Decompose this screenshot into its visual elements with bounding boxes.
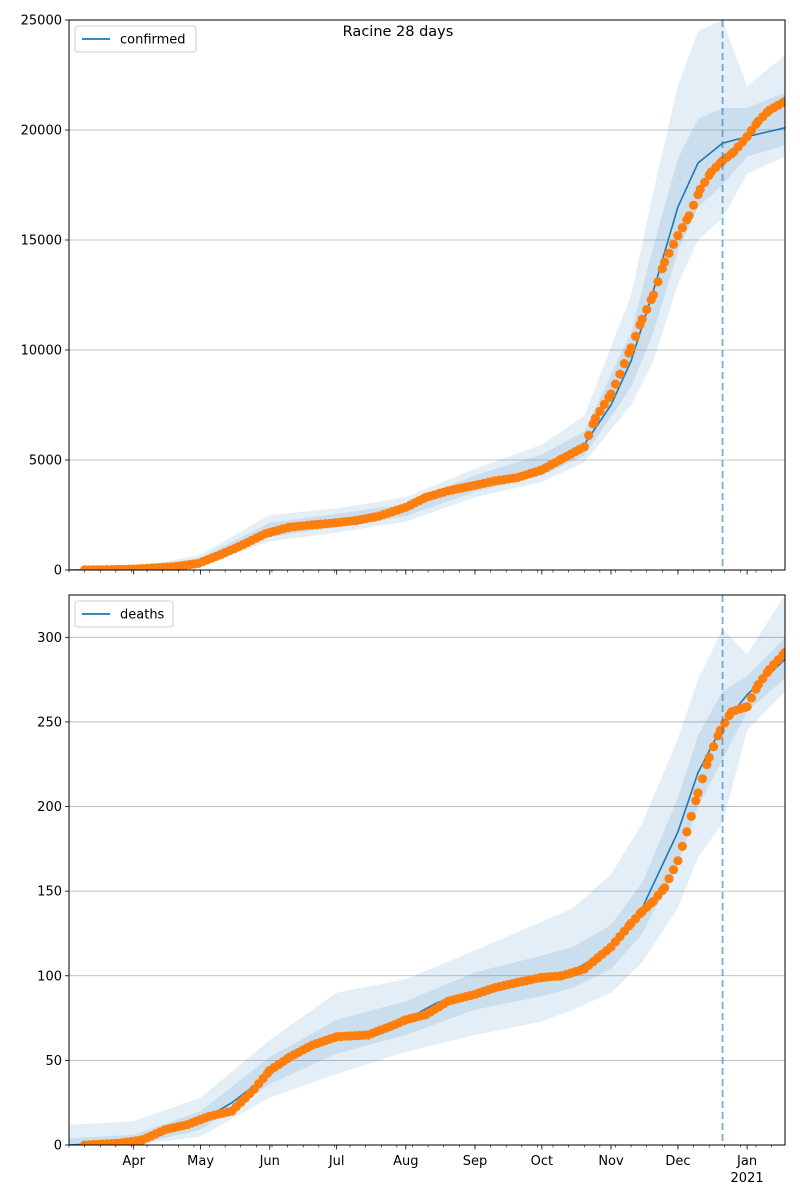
observed-point	[704, 752, 714, 763]
legend-label: confirmed	[120, 33, 186, 48]
outer-band	[69, 20, 785, 570]
y-tick-label: 200	[37, 800, 62, 815]
observed-point	[599, 399, 609, 409]
observed-point	[660, 257, 670, 267]
observed-point	[691, 796, 701, 806]
observed-point	[584, 430, 594, 440]
x-tick-label: Jan	[736, 1154, 757, 1169]
inner-band	[69, 92, 785, 570]
observed-point	[606, 389, 616, 399]
observed-point	[579, 442, 589, 452]
observed-point	[595, 406, 605, 416]
observed-point	[664, 248, 674, 258]
y-tick-label: 15000	[21, 234, 62, 249]
observed-point	[631, 331, 641, 341]
observed-point	[626, 343, 636, 353]
confirmed-panel: 0 5000 10000 15000 20000 25000 confirmed	[21, 14, 786, 579]
x-tick-label: Oct	[531, 1154, 553, 1169]
observed-point	[619, 359, 630, 369]
y-tick-label: 20000	[21, 124, 62, 139]
observed-point	[780, 96, 785, 106]
y-tick-label: 50	[45, 1054, 62, 1069]
x-tick-label: Sep	[463, 1154, 488, 1169]
observed-point	[686, 811, 696, 822]
observed-point	[653, 277, 663, 287]
observed-point	[660, 883, 670, 893]
y-tick-label: 10000	[21, 344, 62, 359]
y-tick-label: 300	[37, 631, 62, 646]
observed-point	[700, 177, 710, 187]
observed-point	[709, 742, 719, 752]
axes-frame	[68, 594, 786, 1146]
observed-point	[590, 413, 601, 423]
plot-area	[69, 595, 785, 1145]
y-tick-label: 25000	[21, 14, 62, 29]
observed-point	[664, 874, 674, 884]
observed-point	[673, 231, 683, 241]
observed-point	[673, 856, 683, 866]
outer-band	[69, 595, 785, 1145]
observed-point	[668, 239, 679, 249]
legend-box	[74, 25, 197, 53]
observed-point	[610, 379, 621, 389]
x-tick-label: Dec	[665, 1154, 690, 1169]
x-tick-label: Nov	[598, 1154, 624, 1169]
observed-point	[682, 827, 692, 837]
observed-point	[668, 865, 679, 875]
observed-point	[677, 223, 688, 233]
observed-point	[677, 841, 688, 851]
chart-title: Racine 28 days	[343, 24, 454, 40]
x-tick-label: Jun	[259, 1154, 280, 1169]
y-tick-label: 100	[37, 969, 62, 984]
observed-point	[642, 304, 652, 315]
observed-point	[695, 184, 705, 194]
plot-area	[69, 20, 785, 570]
observed-point	[780, 647, 785, 658]
x-tick-label: Aug	[393, 1154, 418, 1169]
observed-point	[746, 693, 757, 703]
axes-frame	[68, 19, 786, 571]
x-tick-label: May	[187, 1154, 214, 1169]
observed-point	[684, 211, 694, 221]
observed-point	[637, 314, 647, 324]
y-tick-label: 0	[54, 1139, 62, 1154]
observed-point	[693, 788, 703, 798]
x-year-label: 2021	[731, 1171, 764, 1186]
legend-box	[74, 600, 174, 628]
y-tick-label: 150	[37, 885, 62, 900]
deaths-panel: 0 50 100 150 200 250 300 Apr May Jun Jul Aug Sep Oct N…	[37, 594, 786, 1186]
observed-point	[615, 369, 625, 379]
y-tick-label: 250	[37, 715, 62, 730]
observed-point	[688, 200, 699, 210]
legend-label: deaths	[120, 608, 165, 623]
y-tick-label: 5000	[29, 454, 62, 469]
x-tick-label: Apr	[122, 1154, 145, 1169]
x-tick-label: Jul	[328, 1154, 345, 1169]
observed-point	[742, 702, 752, 712]
observed-point	[697, 774, 708, 784]
inner-band	[69, 637, 785, 1145]
y-tick-label: 0	[54, 564, 62, 579]
observed-point	[702, 760, 712, 770]
observed-point	[648, 290, 659, 300]
